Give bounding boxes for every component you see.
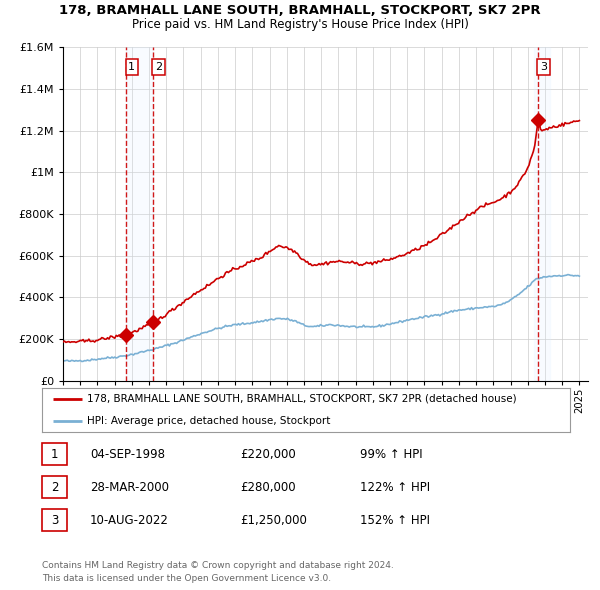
Text: 2: 2 — [155, 62, 163, 72]
Text: 10-AUG-2022: 10-AUG-2022 — [90, 514, 169, 527]
Text: 122% ↑ HPI: 122% ↑ HPI — [360, 481, 430, 494]
Text: 2: 2 — [51, 481, 58, 494]
Text: 178, BRAMHALL LANE SOUTH, BRAMHALL, STOCKPORT, SK7 2PR: 178, BRAMHALL LANE SOUTH, BRAMHALL, STOC… — [59, 4, 541, 17]
Text: 3: 3 — [51, 514, 58, 527]
Text: £220,000: £220,000 — [240, 448, 296, 461]
Text: Contains HM Land Registry data © Crown copyright and database right 2024.
This d: Contains HM Land Registry data © Crown c… — [42, 562, 394, 583]
Text: 1: 1 — [51, 448, 58, 461]
Text: Price paid vs. HM Land Registry's House Price Index (HPI): Price paid vs. HM Land Registry's House … — [131, 18, 469, 31]
Text: 178, BRAMHALL LANE SOUTH, BRAMHALL, STOCKPORT, SK7 2PR (detached house): 178, BRAMHALL LANE SOUTH, BRAMHALL, STOC… — [87, 394, 517, 404]
Text: £1,250,000: £1,250,000 — [240, 514, 307, 527]
Text: 04-SEP-1998: 04-SEP-1998 — [90, 448, 165, 461]
Bar — [126, 47, 153, 381]
Text: 99% ↑ HPI: 99% ↑ HPI — [360, 448, 422, 461]
Text: 3: 3 — [540, 62, 547, 72]
Text: 1: 1 — [128, 62, 136, 72]
Text: HPI: Average price, detached house, Stockport: HPI: Average price, detached house, Stoc… — [87, 416, 330, 426]
Text: 28-MAR-2000: 28-MAR-2000 — [90, 481, 169, 494]
Text: £280,000: £280,000 — [240, 481, 296, 494]
Text: 152% ↑ HPI: 152% ↑ HPI — [360, 514, 430, 527]
Bar — [534, 47, 550, 381]
